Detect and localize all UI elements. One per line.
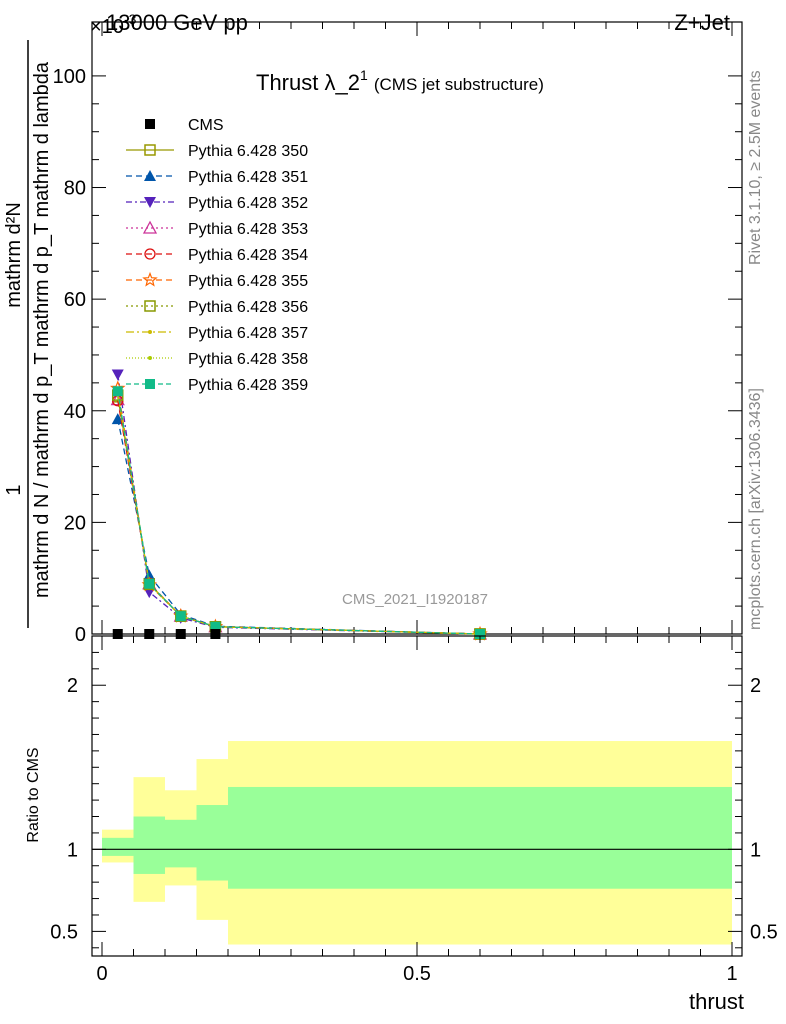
ratio-y-tick-label: 1 xyxy=(67,839,78,861)
ratio-x-tick-label: 0.5 xyxy=(403,963,431,985)
legend-label-pythia-6-428-350: Pythia 6.428 350 xyxy=(188,143,308,160)
point-pythia-6-428-353 xyxy=(110,392,125,406)
point-pythia-6-428-359 xyxy=(475,629,485,639)
chart-title: Thrust λ_21 (CMS jet substructure) xyxy=(256,67,544,95)
legend-label-pythia-6-428-351: Pythia 6.428 351 xyxy=(188,169,308,186)
point-pythia-6-428-352 xyxy=(111,369,124,381)
ratio-y-label: Ratio to CMS xyxy=(25,747,42,842)
ratio-x-tick-label: 1 xyxy=(726,963,737,985)
mcplots-label: mcplots.cern.ch [arXiv:1306.3436] xyxy=(747,388,764,630)
legend-marker-pythia-6-428-357 xyxy=(148,330,152,334)
ratio-x-tick-label: 0 xyxy=(96,963,107,985)
main-y-axis-label: 1 mathrm d²N mathrm d N / mathrm d p_T m… xyxy=(3,40,53,628)
main-y-tick-label: 40 xyxy=(64,401,86,423)
ratio-inner-band-4 xyxy=(228,786,732,889)
legend-label-pythia-6-428-353: Pythia 6.428 353 xyxy=(188,221,308,238)
point-pythia-6-428-359 xyxy=(112,386,123,397)
y-label-denominator: mathrm d N / mathrm d p_T mathrm d p_T m… xyxy=(31,61,53,598)
point-cms xyxy=(210,629,221,639)
legend-marker-pythia-6-428-354 xyxy=(144,248,156,260)
main-y-tick-label: 60 xyxy=(64,289,86,311)
point-cms xyxy=(112,629,123,639)
ratio-y-tick-label: 2 xyxy=(67,675,78,697)
legend-marker-pythia-6-428-351 xyxy=(144,170,156,181)
legend-label-pythia-6-428-359: Pythia 6.428 359 xyxy=(188,377,308,394)
main-y-tick-label: 20 xyxy=(64,512,86,534)
legend-marker-pythia-6-428-355 xyxy=(142,271,158,287)
y-label-top: mathrm d²N xyxy=(3,202,25,308)
point-pythia-6-428-359 xyxy=(210,621,221,632)
ratio-inner-band-3 xyxy=(196,805,228,881)
legend-label-pythia-6-428-357: Pythia 6.428 357 xyxy=(188,325,308,342)
rivet-version-label: Rivet 3.1.10, ≥ 2.5M events xyxy=(747,70,764,265)
ratio-inner-band-2 xyxy=(165,819,197,868)
y-label-numerator: 1 xyxy=(3,484,25,495)
main-y-tick-label: 80 xyxy=(64,178,86,200)
ratio-inner-band-1 xyxy=(133,816,165,874)
main-panel: 0 20 40 60 80 100 CMS Pythia 6.428 350 Pythia 6.… xyxy=(53,21,743,646)
main-y-tick-label: 100 xyxy=(53,66,86,88)
point-cms xyxy=(175,629,186,639)
ratio-y-tick-label-right: 2 xyxy=(750,675,761,697)
legend-label-pythia-6-428-358: Pythia 6.428 358 xyxy=(188,351,308,368)
ratio-y-tick-label-right: 1 xyxy=(750,839,761,861)
legend-marker-pythia-6-428-358 xyxy=(148,356,152,360)
legend-label-pythia-6-428-352: Pythia 6.428 352 xyxy=(188,195,308,212)
point-pythia-6-428-359 xyxy=(175,611,186,622)
ratio-y-tick-label: 0.5 xyxy=(50,921,78,943)
ratio-inner-band-0 xyxy=(102,837,134,856)
legend-label-pythia-6-428-354: Pythia 6.428 354 xyxy=(188,247,308,264)
ratio-panel: 0 0.5 1 0.5 0.5 1 1 2 2 xyxy=(50,635,778,985)
legend-marker-pythia-6-428-350 xyxy=(144,144,156,156)
legend-label-pythia-6-428-355: Pythia 6.428 355 xyxy=(188,273,308,290)
x-axis-label: thrust xyxy=(689,989,744,1014)
legend-marker-pythia-6-428-353 xyxy=(142,220,158,234)
main-y-tick-label: 0 xyxy=(75,624,86,646)
analysis-watermark: CMS_2021_I1920187 xyxy=(342,591,488,608)
point-pythia-6-428-359 xyxy=(144,578,155,589)
legend-marker-pythia-6-428-356 xyxy=(144,300,156,312)
legend-label-pythia-6-428-356: Pythia 6.428 356 xyxy=(188,299,308,316)
legend-marker-cms xyxy=(145,119,155,129)
legend-marker-pythia-6-428-359 xyxy=(145,379,155,389)
legend-marker-pythia-6-428-352 xyxy=(144,197,156,208)
point-pythia-6-428-351 xyxy=(143,569,156,581)
point-cms xyxy=(144,629,155,639)
legend-label-cms: CMS xyxy=(188,117,224,134)
ratio-y-tick-label-right: 0.5 xyxy=(750,921,778,943)
